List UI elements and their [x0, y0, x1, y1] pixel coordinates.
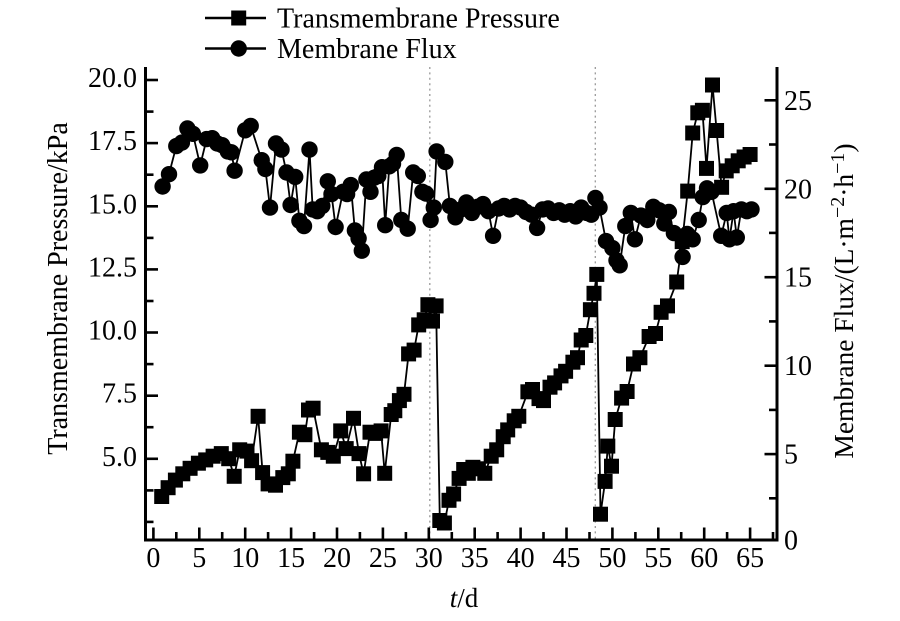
svg-text:t/d: t/d	[450, 583, 479, 613]
svg-text:30: 30	[415, 543, 443, 574]
svg-text:0: 0	[146, 543, 160, 574]
svg-text:45: 45	[553, 543, 581, 574]
svg-text:Membrane Flux: Membrane Flux	[277, 34, 457, 65]
svg-text:55: 55	[644, 543, 672, 574]
svg-text:15.0: 15.0	[88, 189, 137, 220]
svg-text:10.0: 10.0	[88, 316, 137, 347]
svg-text:20.0: 20.0	[88, 63, 137, 94]
svg-text:25: 25	[369, 543, 397, 574]
svg-text:40: 40	[507, 543, 535, 574]
svg-text:17.5: 17.5	[88, 126, 137, 157]
svg-text:7.5: 7.5	[102, 379, 137, 410]
svg-text:5: 5	[192, 543, 206, 574]
svg-text:0: 0	[784, 526, 798, 557]
svg-text:10: 10	[231, 543, 259, 574]
svg-text:50: 50	[598, 543, 626, 574]
svg-text:25: 25	[784, 86, 812, 117]
svg-text:Membrane Flux/(L·m−2·h−1): Membrane Flux/(L·m−2·h−1)	[827, 143, 859, 458]
svg-text:60: 60	[690, 543, 718, 574]
svg-text:15: 15	[784, 263, 812, 294]
svg-text:Transmembrane Pressure/kPa: Transmembrane Pressure/kPa	[43, 122, 74, 455]
svg-text:Transmembrane Pressure: Transmembrane Pressure	[277, 4, 560, 35]
svg-text:35: 35	[461, 543, 489, 574]
svg-text:20: 20	[784, 174, 812, 205]
svg-text:20: 20	[323, 543, 351, 574]
svg-text:12.5: 12.5	[88, 252, 137, 283]
svg-text:10: 10	[784, 351, 812, 382]
svg-text:5: 5	[784, 440, 798, 471]
svg-text:15: 15	[277, 543, 305, 574]
svg-text:5.0: 5.0	[102, 442, 137, 473]
svg-text:65: 65	[736, 543, 764, 574]
